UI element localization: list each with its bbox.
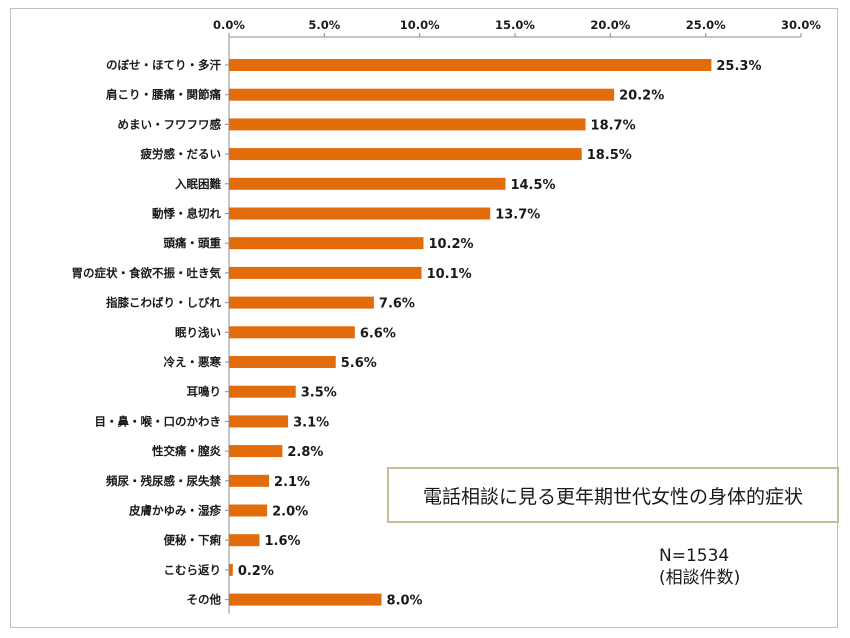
category-label: 頭痛・頭重 bbox=[164, 236, 222, 250]
data-label: 25.3% bbox=[716, 59, 761, 74]
category-label: 眠り浅い bbox=[175, 325, 221, 339]
data-label: 18.7% bbox=[591, 118, 636, 133]
chart-note: N=1534 (相談件数) bbox=[659, 545, 740, 589]
category-label: 疲労感・だるい bbox=[141, 147, 222, 161]
category-label: こむら返り bbox=[164, 563, 222, 577]
category-label: 皮膚かゆみ・湿疹 bbox=[128, 504, 221, 518]
category-label: その他 bbox=[187, 593, 222, 607]
data-label: 2.8% bbox=[287, 445, 323, 460]
data-label: 3.1% bbox=[293, 415, 329, 430]
data-label: 2.0% bbox=[272, 505, 308, 520]
bar bbox=[229, 385, 296, 398]
data-label: 5.6% bbox=[341, 356, 377, 371]
bar bbox=[229, 593, 382, 606]
category-label: 入眠困難 bbox=[175, 177, 221, 191]
category-label: 冷え・悪寒 bbox=[164, 355, 222, 369]
category-label: 耳鳴り bbox=[187, 385, 222, 399]
category-label: 目・鼻・喉・口のかわき bbox=[95, 414, 222, 428]
data-label: 13.7% bbox=[495, 208, 540, 223]
bar bbox=[229, 326, 355, 339]
category-label: めまい・フワフワ感 bbox=[118, 117, 222, 131]
bar bbox=[229, 148, 582, 161]
x-tick-label: 10.0% bbox=[400, 18, 440, 32]
bar bbox=[229, 296, 374, 309]
bar bbox=[229, 59, 712, 71]
category-label: 動悸・息切れ bbox=[152, 207, 221, 221]
chart-title: 電話相談に見る更年期世代女性の身体的症状 bbox=[422, 485, 803, 508]
category-label: 便秘・下痢 bbox=[164, 533, 222, 547]
data-label: 10.2% bbox=[428, 237, 473, 252]
data-label: 1.6% bbox=[265, 534, 301, 549]
data-label: 2.1% bbox=[274, 475, 310, 490]
bar bbox=[229, 504, 268, 517]
x-tick-label: 15.0% bbox=[495, 18, 535, 32]
unit-label: (相談件数) bbox=[659, 568, 741, 588]
x-tick-label: 25.0% bbox=[686, 18, 726, 32]
bar bbox=[229, 415, 289, 428]
x-tick-label: 0.0% bbox=[213, 18, 245, 32]
x-tick-label: 5.0% bbox=[308, 18, 340, 32]
sample-size-label: N=1534 bbox=[659, 546, 730, 566]
bar bbox=[229, 266, 422, 279]
bar bbox=[229, 207, 491, 220]
chart-frame: 0.0% 5.0% 10.0% 15.0% 20.0% 25.0% 30.0% のぼせ・ほてり… bbox=[10, 8, 839, 628]
bar bbox=[229, 563, 233, 576]
x-tick-label: 30.0% bbox=[781, 18, 821, 32]
bar bbox=[229, 118, 586, 131]
bar bbox=[229, 356, 336, 368]
data-label: 3.5% bbox=[301, 386, 337, 401]
bar bbox=[229, 88, 615, 101]
data-label: 18.5% bbox=[587, 148, 632, 163]
bar bbox=[229, 534, 260, 547]
category-label: 性交痛・膣炎 bbox=[152, 444, 221, 458]
data-label: 20.2% bbox=[619, 89, 664, 104]
bar bbox=[229, 445, 283, 458]
x-tick-label: 20.0% bbox=[590, 18, 630, 32]
data-label: 14.5% bbox=[510, 178, 555, 193]
data-label: 6.6% bbox=[360, 326, 396, 341]
category-label: 肩こり・腰痛・関節痛 bbox=[106, 88, 221, 102]
bar bbox=[229, 474, 270, 487]
bar bbox=[229, 237, 424, 250]
category-label: 指膝こわばり・しびれ bbox=[106, 296, 221, 310]
category-label: のぼせ・ほてり・多汗 bbox=[106, 58, 221, 72]
category-label: 頻尿・残尿感・尿失禁 bbox=[106, 474, 221, 488]
chart-title-box: 電話相談に見る更年期世代女性の身体的症状 bbox=[387, 467, 839, 523]
data-label: 7.6% bbox=[379, 297, 415, 312]
bar bbox=[229, 177, 506, 190]
bar-chart: 0.0% 5.0% 10.0% 15.0% 20.0% 25.0% 30.0% のぼせ・ほてり… bbox=[72, 18, 821, 614]
data-label: 10.1% bbox=[427, 267, 472, 282]
data-label: 0.2% bbox=[238, 564, 274, 579]
category-label: 胃の症状・食欲不振・吐き気 bbox=[72, 266, 222, 280]
data-label: 8.0% bbox=[387, 594, 423, 609]
